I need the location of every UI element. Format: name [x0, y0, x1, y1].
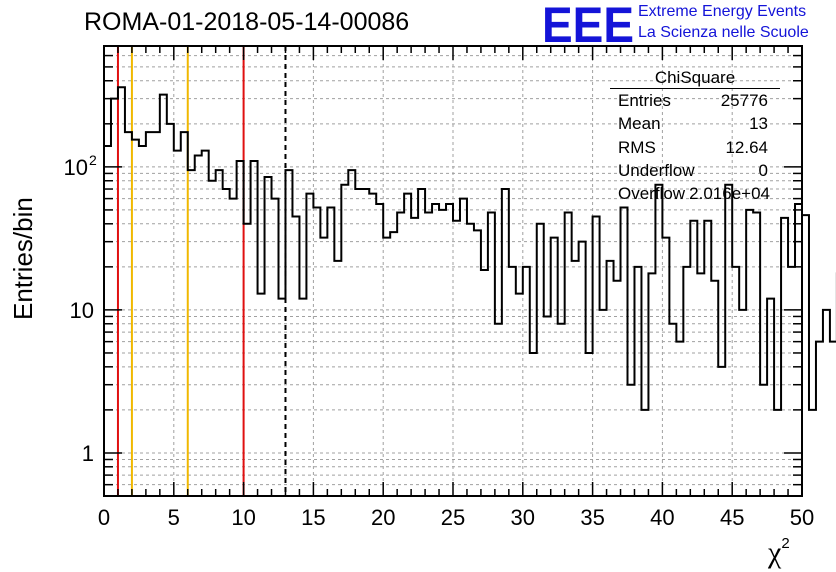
- stat-row-rms: RMS 12.64: [614, 136, 780, 159]
- stat-name: Overflow: [618, 184, 686, 204]
- grid-lines: [104, 46, 802, 496]
- stat-name: Entries: [618, 91, 671, 110]
- stat-row-entries: Entries 25776: [614, 89, 780, 112]
- stat-value: 12.64: [725, 137, 768, 157]
- x-tick-label: 10: [231, 505, 255, 530]
- x-tick-label: 35: [580, 505, 604, 530]
- x-tick-label: 25: [441, 505, 465, 530]
- eee-logo: EEE: [542, 2, 634, 46]
- x-tick-label: 5: [168, 505, 180, 530]
- stat-row-overflow: Overflow 2.016e+04: [614, 182, 780, 205]
- stat-name: RMS: [618, 137, 656, 157]
- x-tick-label: 45: [720, 505, 744, 530]
- x-tick-label: 20: [371, 505, 395, 530]
- logo-line-2: La Scienza nelle Scuole: [638, 24, 809, 41]
- logo-text: EEE: [542, 2, 634, 46]
- stats-title: ChiSquare: [610, 64, 780, 89]
- stat-value: 2.016e+04: [689, 184, 770, 204]
- stats-box: ChiSquare Entries 25776 Mean 13 RMS 12.6…: [610, 64, 780, 205]
- y-tick-label: 10: [70, 298, 94, 323]
- stat-value: 25776: [720, 91, 768, 110]
- y-tick-label-exponent: 2: [89, 152, 97, 168]
- y-axis-label: Entries/bin: [8, 197, 38, 320]
- stat-row-mean: Mean 13: [614, 112, 780, 135]
- x-tick-label: 0: [98, 505, 110, 530]
- y-tick-label: 1: [82, 441, 94, 466]
- x-tick-label: 30: [511, 505, 535, 530]
- x-tick-label: 50: [790, 505, 814, 530]
- x-axis-label: χ2: [768, 535, 790, 569]
- stat-name: Mean: [618, 114, 661, 134]
- marker-lines: [116, 46, 287, 496]
- y-tick-label: 10: [64, 155, 88, 180]
- run-title: ROMA-01-2018-05-14-00086: [84, 8, 410, 36]
- x-tick-label: 40: [650, 505, 674, 530]
- stat-value: 13: [749, 114, 768, 134]
- x-tick-label: 15: [301, 505, 325, 530]
- stat-row-underflow: Underflow 0: [614, 159, 780, 182]
- logo-line-1: Extreme Energy Events: [638, 3, 807, 20]
- stat-value: 0: [758, 160, 768, 180]
- stat-name: Underflow: [618, 160, 695, 180]
- axis-ticks: [103, 46, 803, 496]
- histogram-step-line: [103, 86, 836, 496]
